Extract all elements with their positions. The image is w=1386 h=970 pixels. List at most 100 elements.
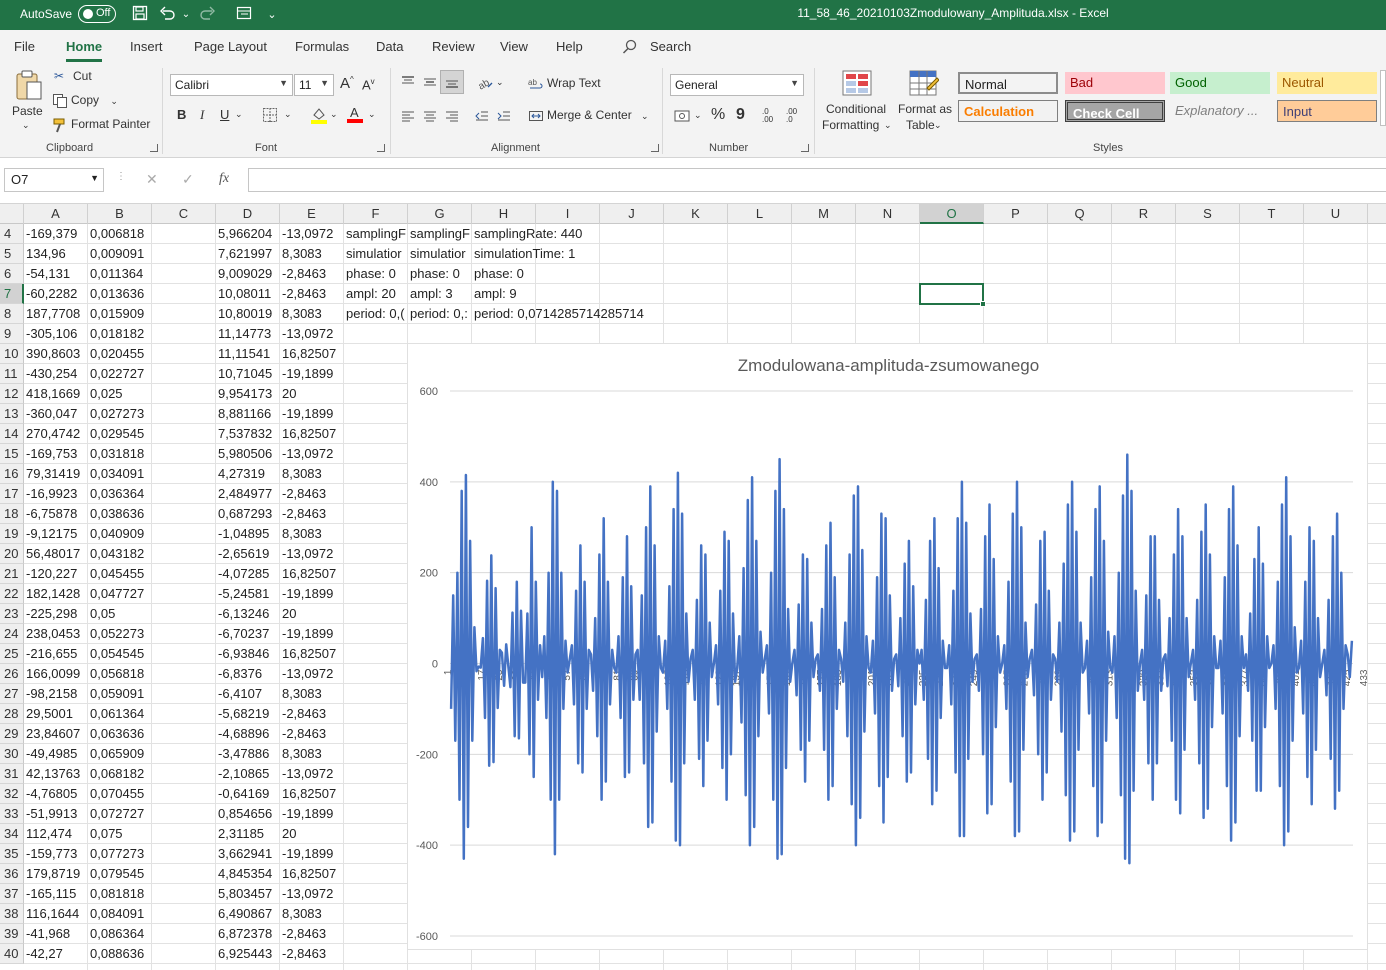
decrease-indent-icon[interactable] xyxy=(474,108,490,127)
cell-e11[interactable]: -19,1899 xyxy=(280,364,344,384)
cell-a13[interactable]: -360,047 xyxy=(24,404,88,424)
cell-a25[interactable]: -216,655 xyxy=(24,644,88,664)
cell-d37[interactable]: 5,803457 xyxy=(216,884,280,904)
row-header-4[interactable]: 4 xyxy=(0,224,24,244)
cell-b18[interactable]: 0,038636 xyxy=(88,504,152,524)
cell-d17[interactable]: 2,484977 xyxy=(216,484,280,504)
cell-d27[interactable]: -6,4107 xyxy=(216,684,280,704)
cell-a23[interactable]: -225,298 xyxy=(24,604,88,624)
series-line[interactable] xyxy=(449,453,1354,865)
align-top-icon[interactable] xyxy=(400,74,416,93)
percent-button[interactable]: % xyxy=(711,106,726,123)
cell-f6[interactable]: phase: 0 xyxy=(344,264,408,284)
column-header-b[interactable]: B xyxy=(88,204,152,224)
row-header-21[interactable]: 21 xyxy=(0,564,24,584)
cell-a7[interactable]: -60,2282 xyxy=(24,284,88,304)
cell-b11[interactable]: 0,022727 xyxy=(88,364,152,384)
paste-dropdown-icon[interactable]: ⌄ xyxy=(22,120,30,130)
cell-b8[interactable]: 0,015909 xyxy=(88,304,152,324)
cell-b37[interactable]: 0,081818 xyxy=(88,884,152,904)
clipboard-dialog-launcher[interactable] xyxy=(150,144,158,152)
cancel-icon[interactable]: ✕ xyxy=(146,171,158,187)
cell-e20[interactable]: -13,0972 xyxy=(280,544,344,564)
number-format-select[interactable]: General ▼ xyxy=(670,74,804,96)
cut-button[interactable]: ✂ Cut xyxy=(54,69,92,85)
cell-b6[interactable]: 0,011364 xyxy=(88,264,152,284)
column-header-m[interactable]: M xyxy=(792,204,856,224)
cell-g6[interactable]: phase: 0 xyxy=(408,264,472,284)
cell-b33[interactable]: 0,072727 xyxy=(88,804,152,824)
cell-a26[interactable]: 166,0099 xyxy=(24,664,88,684)
cell-d6[interactable]: 9,009029 xyxy=(216,264,280,284)
column-header-s[interactable]: S xyxy=(1176,204,1240,224)
cell-d20[interactable]: -2,65619 xyxy=(216,544,280,564)
cell-f7[interactable]: ampl: 20 xyxy=(344,284,408,304)
cell-b17[interactable]: 0,036364 xyxy=(88,484,152,504)
cell-d9[interactable]: 11,14773 xyxy=(216,324,280,344)
number-dialog-launcher[interactable] xyxy=(801,144,809,152)
name-box[interactable]: O7 ▼ xyxy=(4,168,104,192)
cell-a24[interactable]: 238,0453 xyxy=(24,624,88,644)
column-header-l[interactable]: L xyxy=(728,204,792,224)
row-header-33[interactable]: 33 xyxy=(0,804,24,824)
cell-d23[interactable]: -6,13246 xyxy=(216,604,280,624)
cell-d21[interactable]: -4,07285 xyxy=(216,564,280,584)
borders-dropdown-icon[interactable]: ⌄ xyxy=(284,109,292,119)
increase-decimal-button[interactable]: .0.00 xyxy=(762,108,773,124)
cell-g5[interactable]: simulatior xyxy=(408,244,472,264)
cell-a28[interactable]: 29,5001 xyxy=(24,704,88,724)
cell-a21[interactable]: -120,227 xyxy=(24,564,88,584)
row-header-26[interactable]: 26 xyxy=(0,664,24,684)
cell-b14[interactable]: 0,029545 xyxy=(88,424,152,444)
underline-button[interactable]: U xyxy=(220,107,230,122)
cell-a37[interactable]: -165,115 xyxy=(24,884,88,904)
row-header-38[interactable]: 38 xyxy=(0,904,24,924)
cell-b13[interactable]: 0,027273 xyxy=(88,404,152,424)
cell-b4[interactable]: 0,006818 xyxy=(88,224,152,244)
tab-view[interactable]: View xyxy=(500,39,528,54)
cell-b19[interactable]: 0,040909 xyxy=(88,524,152,544)
cell-b40[interactable]: 0,088636 xyxy=(88,944,152,964)
fill-handle[interactable] xyxy=(980,301,986,307)
cell-e39[interactable]: -2,8463 xyxy=(280,924,344,944)
cell-a22[interactable]: 182,1428 xyxy=(24,584,88,604)
column-header-q[interactable]: Q xyxy=(1048,204,1112,224)
styles-scroll[interactable] xyxy=(1380,70,1386,126)
cell-h4[interactable]: samplingRate: 440 xyxy=(474,226,583,241)
row-header-5[interactable]: 5 xyxy=(0,244,24,264)
font-dialog-launcher[interactable] xyxy=(377,144,385,152)
cell-e22[interactable]: -19,1899 xyxy=(280,584,344,604)
tab-formulas[interactable]: Formulas xyxy=(295,39,350,54)
cell-e5[interactable]: 8,3083 xyxy=(280,244,344,264)
cell-d15[interactable]: 5,980506 xyxy=(216,444,280,464)
row-header-14[interactable]: 14 xyxy=(0,424,24,444)
row-header-19[interactable]: 19 xyxy=(0,524,24,544)
cell-a39[interactable]: -41,968 xyxy=(24,924,88,944)
cell-e16[interactable]: 8,3083 xyxy=(280,464,344,484)
insert-function-icon[interactable]: fx xyxy=(219,171,230,186)
cell-b21[interactable]: 0,045455 xyxy=(88,564,152,584)
cell-d16[interactable]: 4,27319 xyxy=(216,464,280,484)
column-header-i[interactable]: I xyxy=(536,204,600,224)
comma-style-button[interactable]: 9 xyxy=(736,106,745,123)
cell-d12[interactable]: 9,954173 xyxy=(216,384,280,404)
row-header-15[interactable]: 15 xyxy=(0,444,24,464)
cell-d24[interactable]: -6,70237 xyxy=(216,624,280,644)
tab-page-layout[interactable]: Page Layout xyxy=(194,39,268,54)
cell-e13[interactable]: -19,1899 xyxy=(280,404,344,424)
cell-d4[interactable]: 5,966204 xyxy=(216,224,280,244)
cell-a33[interactable]: -51,9913 xyxy=(24,804,88,824)
row-header-20[interactable]: 20 xyxy=(0,544,24,564)
row-header-31[interactable]: 31 xyxy=(0,764,24,784)
row-header-24[interactable]: 24 xyxy=(0,624,24,644)
fill-color-dropdown-icon[interactable]: ⌄ xyxy=(330,109,338,119)
cell-g7[interactable]: ampl: 3 xyxy=(408,284,472,304)
cell-a4[interactable]: -169,379 xyxy=(24,224,88,244)
cell-e7[interactable]: -2,8463 xyxy=(280,284,344,304)
cell-d28[interactable]: -5,68219 xyxy=(216,704,280,724)
style-input[interactable]: Input xyxy=(1277,100,1377,122)
cell-a16[interactable]: 79,31419 xyxy=(24,464,88,484)
decrease-font-size-icon[interactable]: Av xyxy=(362,77,375,93)
cell-b16[interactable]: 0,034091 xyxy=(88,464,152,484)
tab-data[interactable]: Data xyxy=(376,39,404,54)
